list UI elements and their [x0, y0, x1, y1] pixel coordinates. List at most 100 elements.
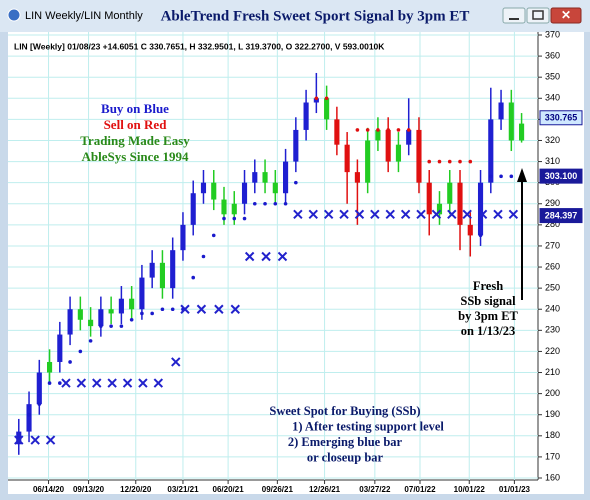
y-tick-label: 160: [545, 472, 560, 482]
ssb-marker: [323, 209, 334, 220]
candle: [159, 250, 165, 299]
ssb-marker: [277, 251, 288, 262]
signal-note: by 3pm ET: [458, 309, 518, 323]
candle: [67, 296, 73, 346]
stop-dot: [263, 201, 267, 206]
ssb-marker: [30, 435, 40, 445]
candle-body: [46, 361, 53, 373]
candle-body: [365, 140, 371, 183]
candle: [190, 180, 196, 236]
stop-dot: [478, 233, 483, 238]
ssb-marker: [385, 209, 395, 220]
candle: [477, 170, 484, 246]
left-note: Trading Made Easy: [80, 133, 190, 148]
candle: [426, 170, 432, 236]
candle: [508, 89, 514, 152]
candle: [57, 321, 63, 373]
candle-body: [149, 262, 155, 278]
price-label: 303.100: [545, 171, 578, 181]
stop-dot: [458, 159, 462, 164]
stop-dot: [294, 180, 298, 185]
candle-body: [231, 203, 237, 215]
bottom-note: 2) Emerging blue bar: [288, 435, 403, 449]
candle: [293, 117, 299, 173]
candle: [303, 89, 309, 141]
arrow-head: [517, 168, 527, 182]
candle: [313, 72, 319, 114]
candle: [365, 127, 371, 194]
x-tick-label: 09/13/20: [73, 485, 105, 494]
title-bar: [0, 0, 590, 32]
stop-dot: [499, 174, 503, 179]
candle-body: [293, 129, 299, 162]
candle-body: [98, 309, 104, 327]
stop-dot: [314, 96, 319, 101]
candle-body: [354, 172, 360, 183]
y-tick-label: 260: [545, 261, 560, 271]
x-tick-label: 09/26/21: [262, 485, 294, 494]
candle: [283, 148, 289, 204]
candle-body: [406, 129, 412, 145]
ssb-marker: [196, 304, 207, 314]
candle: [170, 237, 176, 299]
stop-dot: [324, 96, 329, 101]
candle-body: [118, 298, 124, 314]
candle: [457, 170, 463, 251]
candle-body: [477, 182, 484, 236]
candle: [118, 286, 124, 325]
candle-body: [334, 119, 340, 145]
candle-body: [170, 250, 176, 289]
stop-dot: [406, 128, 411, 132]
close-button[interactable]: [550, 7, 582, 24]
y-tick-label: 210: [545, 367, 560, 377]
candle-body: [395, 144, 402, 162]
stop-dot: [170, 307, 175, 312]
candle-body: [436, 203, 443, 215]
stop-dot: [222, 216, 226, 221]
candle-body: [211, 182, 217, 200]
marks: [14, 72, 525, 455]
candle-body: [385, 129, 391, 162]
x-tick-label: 10/01/22: [454, 485, 486, 494]
candle-body: [180, 224, 186, 251]
x-tick-label: 12/20/20: [120, 485, 152, 494]
stop-dot: [386, 128, 390, 132]
stop-dot: [109, 324, 113, 328]
ssb-marker: [138, 378, 148, 388]
candle: [46, 349, 53, 384]
ssb-marker: [431, 209, 442, 220]
minimize-button[interactable]: [502, 7, 526, 24]
stop-dot: [88, 339, 93, 343]
signal-note: SSb signal: [460, 294, 516, 308]
candle-body: [498, 102, 504, 120]
ssb-marker: [153, 378, 164, 388]
candle-body: [108, 309, 114, 314]
candle-body: [457, 182, 463, 225]
candle-body: [283, 161, 289, 194]
x-tick-label: 03/27/22: [359, 485, 391, 494]
candle-body: [375, 129, 381, 141]
chart-area: [8, 32, 584, 494]
stop-dot: [447, 159, 452, 164]
ssb-marker: [171, 357, 181, 367]
stop-dot: [140, 311, 144, 316]
candle: [519, 113, 525, 143]
candle: [108, 296, 114, 325]
y-tick-label: 250: [545, 283, 560, 293]
candle-body: [426, 182, 432, 215]
ssb-marker: [92, 378, 102, 388]
candle-body: [252, 172, 258, 183]
y-tick-label: 180: [545, 430, 560, 440]
stop-dot: [201, 254, 206, 259]
candle: [149, 250, 155, 289]
stop-dot: [58, 381, 62, 385]
candle: [467, 212, 473, 257]
candle: [77, 296, 83, 331]
candle-body: [467, 224, 473, 236]
y-tick-label: 230: [545, 325, 560, 335]
stop-dot: [509, 174, 514, 179]
window-buttons: ✕: [502, 7, 582, 24]
app-icon: [7, 8, 21, 22]
candle-body: [344, 144, 350, 173]
stop-dot: [273, 201, 278, 206]
